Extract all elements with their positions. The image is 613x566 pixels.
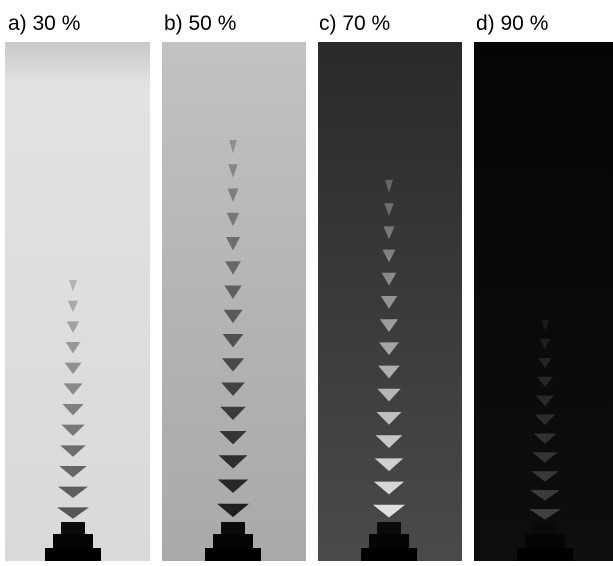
panel-label: d) 90 % (476, 12, 548, 35)
nozzle-flange (45, 548, 101, 561)
nozzle-tip (377, 522, 401, 534)
nozzle-tip (221, 522, 245, 534)
nozzle-flange (361, 548, 417, 561)
panel-label: a) 30 % (8, 12, 80, 35)
figure: a) 30 % b) 50 % c) 70 % d) 90 % (0, 0, 613, 561)
panel-label: b) 50 % (164, 12, 236, 35)
nozzle-tip (533, 522, 557, 534)
photo-d (474, 42, 613, 561)
nozzle-tip (61, 522, 85, 534)
page: a) 30 % b) 50 % c) 70 % d) 90 % (() => {… (0, 0, 613, 561)
nozzle-flange (205, 548, 261, 561)
nozzle-flange (517, 548, 573, 561)
panel-label: c) 70 % (319, 12, 390, 35)
